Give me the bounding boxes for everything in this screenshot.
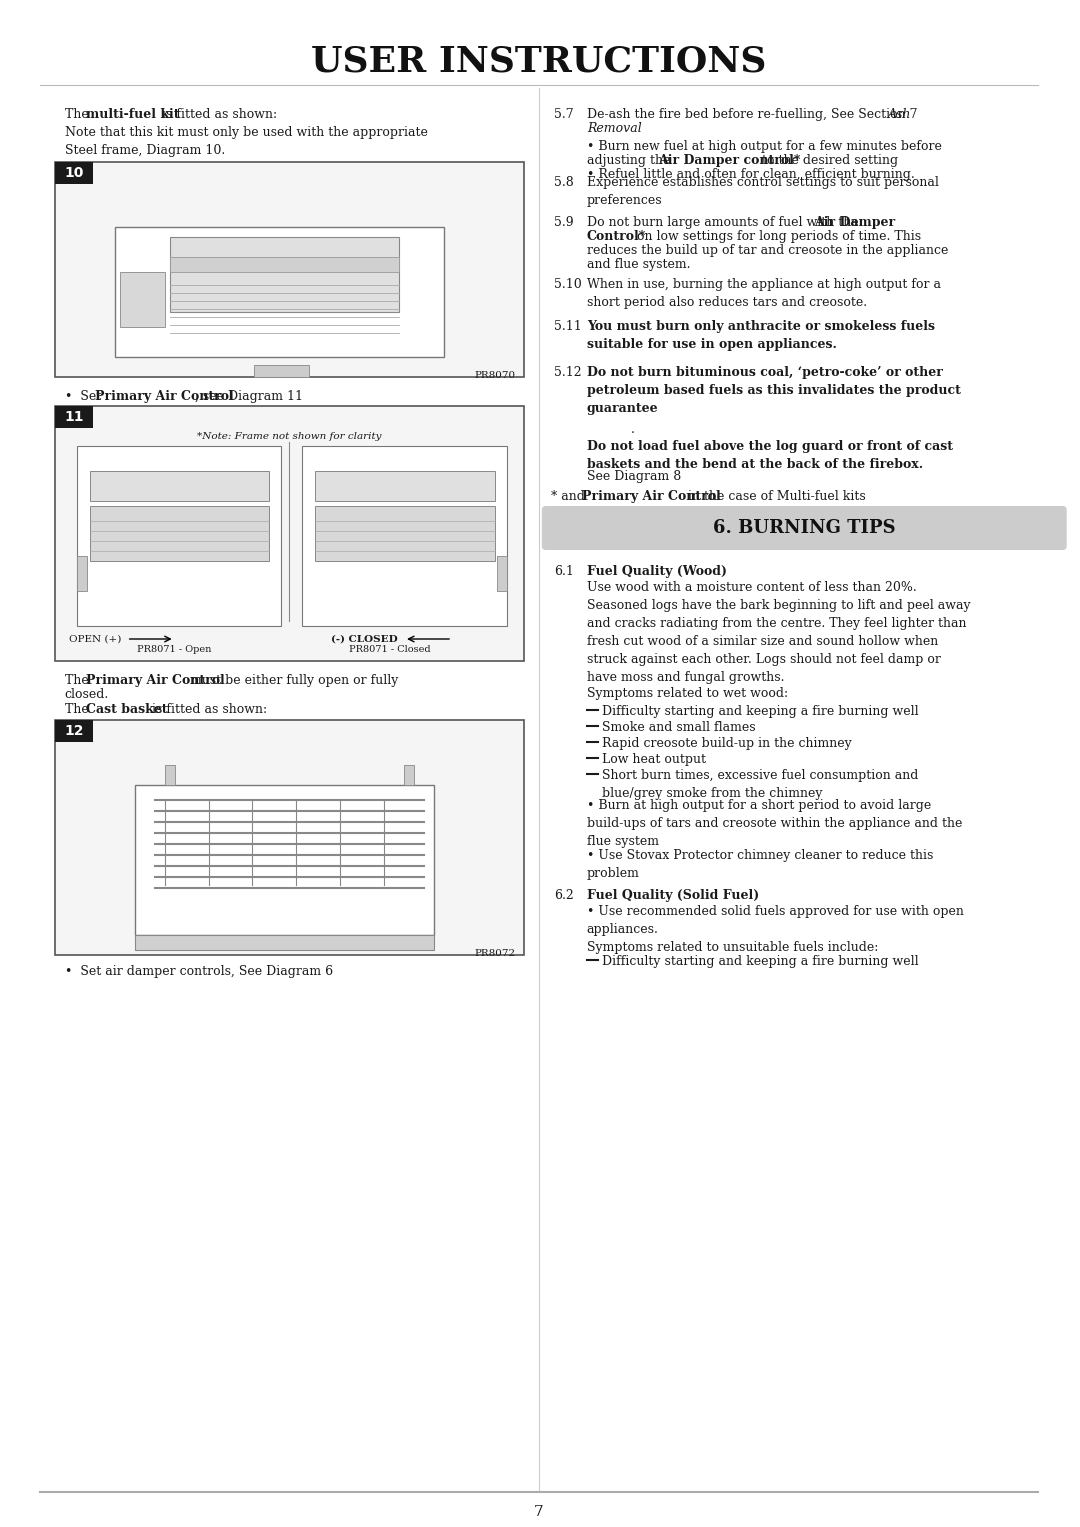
Text: Difficulty starting and keeping a fire burning well: Difficulty starting and keeping a fire b… [602,705,918,718]
Text: (-) CLOSED: (-) CLOSED [332,635,399,643]
Text: Smoke and small flames: Smoke and small flames [602,721,755,734]
Text: is fitted as shown:: is fitted as shown: [158,108,276,121]
Text: * and: * and [551,490,589,502]
Bar [90,505,269,560]
Text: OPEN (+): OPEN (+) [69,635,121,643]
Text: Cast basket: Cast basket [85,702,167,716]
Text: must be either fully open or fully: must be either fully open or fully [186,673,397,687]
Text: •  Set: • Set [65,389,105,403]
Text: Primary Air Control: Primary Air Control [95,389,233,403]
Text: , see Diagram 11: , see Diagram 11 [194,389,302,403]
Text: • Burn at high output for a short period to avoid large
build-ups of tars and cr: • Burn at high output for a short period… [586,799,962,847]
Text: 6.1: 6.1 [554,565,573,579]
Text: Fuel Quality (Wood): Fuel Quality (Wood) [586,565,727,579]
Text: 7: 7 [534,1506,543,1519]
Text: The: The [65,702,93,716]
Text: 12: 12 [64,724,83,738]
Bar [55,406,524,661]
Text: 10: 10 [64,166,83,180]
Text: Symptoms related to wet wood:: Symptoms related to wet wood: [586,687,787,699]
Text: Primary Air Control: Primary Air Control [85,673,225,687]
Text: *Note: Frame not shown for clarity: *Note: Frame not shown for clarity [198,432,381,441]
Text: PR8070: PR8070 [475,371,516,380]
Text: USER INSTRUCTIONS: USER INSTRUCTIONS [311,44,767,79]
Text: PR8071 - Closed: PR8071 - Closed [349,646,431,655]
Bar [55,721,524,954]
Text: See Diagram 8: See Diagram 8 [586,470,681,483]
Bar [315,505,495,560]
Text: Fuel Quality (Solid Fuel): Fuel Quality (Solid Fuel) [586,889,759,902]
Text: De-ash the fire bed before re-fuelling, See Section 7: De-ash the fire bed before re-fuelling, … [586,108,921,121]
Bar [170,257,400,272]
Text: .: . [631,423,635,437]
Text: Do not burn bituminous coal, ‘petro-coke’ or other
petroleum based fuels as this: Do not burn bituminous coal, ‘petro-coke… [586,366,960,415]
Text: 6. BURNING TIPS: 6. BURNING TIPS [713,519,895,538]
Text: 5.8: 5.8 [554,176,573,189]
Text: Experience establishes control settings to suit personal
preferences: Experience establishes control settings … [586,176,939,208]
Text: on low settings for long periods of time. This: on low settings for long periods of time… [633,231,921,243]
Text: closed.: closed. [65,689,109,701]
Text: and flue system.: and flue system. [586,258,690,270]
Text: Primary Air Control: Primary Air Control [582,490,720,502]
Bar [170,237,400,312]
Bar [497,556,507,591]
Text: is fitted as shown:: is fitted as shown: [148,702,267,716]
Bar [55,721,93,742]
Text: •  Set air damper controls, See Diagram 6: • Set air damper controls, See Diagram 6 [65,965,333,977]
Text: Use wood with a moisture content of less than 20%.
Seasoned logs have the bark b: Use wood with a moisture content of less… [586,580,970,684]
Text: Rapid creosote build-up in the chimney: Rapid creosote build-up in the chimney [602,738,851,750]
Bar [114,228,444,357]
Bar [55,162,524,377]
Bar [55,406,93,428]
Text: You must burn only anthracite or smokeless fuels
suitable for use in open applia: You must burn only anthracite or smokele… [586,321,934,351]
Text: Air Damper: Air Damper [814,215,895,229]
Bar [255,365,309,377]
Text: PR8072: PR8072 [475,948,516,957]
Text: • Use recommended solid fuels approved for use with open
appliances.
Symptoms re: • Use recommended solid fuels approved f… [586,906,963,954]
Bar [135,785,434,935]
Text: Low heat output: Low heat output [602,753,705,767]
Bar [404,765,414,785]
Text: in the case of Multi-fuel kits: in the case of Multi-fuel kits [684,490,865,502]
Bar [135,935,434,950]
Text: to the desired setting: to the desired setting [758,154,899,166]
Bar [164,765,175,785]
Text: The: The [65,108,93,121]
Text: Do not load fuel above the log guard or front of cast
baskets and the bend at th: Do not load fuel above the log guard or … [586,440,953,470]
Text: Note that this kit must only be used with the appropriate
Steel frame, Diagram 1: Note that this kit must only be used wit… [65,127,428,157]
Text: PR8071 - Open: PR8071 - Open [137,646,211,655]
Text: Removal: Removal [586,122,642,134]
Text: reduces the build up of tar and creosote in the appliance: reduces the build up of tar and creosote… [586,244,948,257]
Bar [77,556,86,591]
Text: 5.12: 5.12 [554,366,581,379]
Text: 5.7: 5.7 [554,108,573,121]
Text: • Refuel little and often for clean, efficient burning.: • Refuel little and often for clean, eff… [586,168,915,182]
Bar [315,470,495,501]
Text: Control*: Control* [586,231,646,243]
Text: Ash: Ash [888,108,912,121]
Text: Air Damper control*: Air Damper control* [659,154,801,166]
Bar [302,446,507,626]
Text: The: The [65,673,93,687]
Text: 6.2: 6.2 [554,889,573,902]
Text: • Burn new fuel at high output for a few minutes before: • Burn new fuel at high output for a few… [586,140,942,153]
Bar [120,272,164,327]
Text: Do not burn large amounts of fuel with the: Do not burn large amounts of fuel with t… [586,215,862,229]
Text: 5.10: 5.10 [554,278,581,292]
FancyBboxPatch shape [542,505,1067,550]
Text: 11: 11 [64,411,83,425]
Text: When in use, burning the appliance at high output for a
short period also reduce: When in use, burning the appliance at hi… [586,278,941,308]
Text: 5.11: 5.11 [554,321,581,333]
Bar [55,162,93,183]
Text: 5.9: 5.9 [554,215,573,229]
Bar [90,470,269,501]
Text: multi-fuel kit: multi-fuel kit [85,108,179,121]
Text: Short burn times, excessive fuel consumption and
blue/grey smoke from the chimne: Short burn times, excessive fuel consump… [602,770,918,800]
Text: adjusting the: adjusting the [586,154,674,166]
Text: • Use Stovax Protector chimney cleaner to reduce this
problem: • Use Stovax Protector chimney cleaner t… [586,849,933,880]
Bar [77,446,282,626]
Text: Difficulty starting and keeping a fire burning well: Difficulty starting and keeping a fire b… [602,954,918,968]
